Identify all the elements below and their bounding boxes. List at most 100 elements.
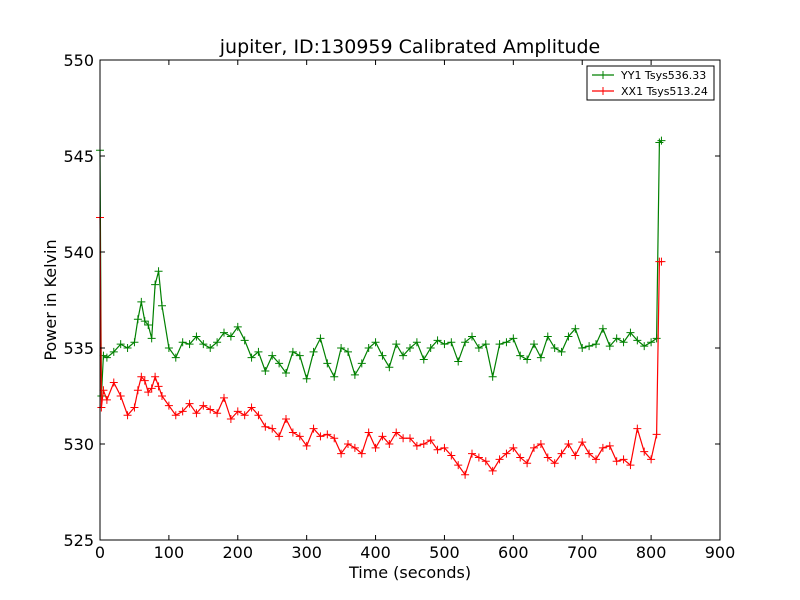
series-line (99, 140, 662, 397)
data-point (206, 405, 215, 414)
data-point (585, 449, 594, 458)
y-tick-label: 540 (63, 243, 94, 262)
data-point (147, 384, 156, 393)
legend-marker (599, 71, 607, 79)
data-point (102, 353, 111, 362)
data-point (164, 344, 173, 352)
data-point (302, 441, 311, 450)
data-point (626, 328, 635, 337)
data-point (385, 363, 394, 372)
data-point (247, 353, 256, 362)
data-point (598, 324, 607, 333)
x-axis: 0 100 200 300 400 500 600 700 800 900 (95, 60, 735, 562)
data-point (564, 440, 573, 448)
x-axis-label: Time (seconds) (348, 563, 471, 582)
data-point (99, 386, 108, 395)
data-point (295, 432, 304, 441)
data-point (619, 338, 628, 347)
data-point (371, 338, 380, 347)
data-point (612, 334, 621, 343)
data-point (102, 395, 111, 404)
x-tick-label: 500 (429, 543, 460, 562)
data-point (240, 411, 249, 420)
data-point (371, 443, 380, 452)
x-tick-label: 800 (636, 543, 667, 562)
data-point (488, 372, 497, 381)
data-point (652, 334, 661, 343)
data-point (185, 340, 194, 349)
legend: YY1 Tsys536.33 XX1 Tsys513.24 (586, 65, 715, 101)
data-point (433, 336, 442, 345)
data-point (578, 344, 587, 352)
data-point (461, 338, 470, 347)
data-point (406, 344, 414, 352)
data-point (158, 301, 166, 310)
data-point (192, 409, 201, 418)
data-point (206, 344, 215, 352)
data-point (605, 441, 614, 450)
data-point (171, 353, 180, 362)
data-point (564, 332, 573, 341)
data-point (199, 340, 208, 349)
data-point (461, 470, 470, 479)
series-line (99, 217, 662, 477)
data-point (344, 347, 352, 356)
x-tick-label: 200 (223, 543, 254, 562)
data-point (350, 443, 359, 452)
data-point (282, 368, 290, 377)
data-point (288, 428, 297, 437)
x-tick-label: 400 (360, 543, 391, 562)
data-point (233, 322, 242, 331)
data-point (612, 457, 621, 466)
data-point (412, 338, 421, 347)
data-point (419, 440, 428, 448)
data-point (592, 340, 600, 349)
data-point (598, 443, 607, 452)
data-point (399, 434, 408, 443)
legend-label: YY1 Tsys536.33 (620, 69, 706, 82)
series-2 (96, 213, 666, 479)
data-point (185, 399, 194, 408)
legend-marker (599, 87, 607, 95)
data-point (268, 351, 277, 360)
data-point (585, 342, 594, 351)
data-point (226, 415, 235, 424)
data-point (130, 403, 139, 412)
data-point (640, 447, 649, 456)
data-point (309, 347, 318, 356)
data-point (550, 459, 559, 468)
data-point (151, 372, 160, 381)
data-point (578, 438, 587, 447)
data-point (488, 466, 497, 475)
data-point (530, 443, 538, 452)
legend-label: XX1 Tsys513.24 (621, 85, 708, 98)
data-point (323, 430, 332, 439)
data-point (454, 357, 463, 366)
chart-title: jupiter, ID:130959 Calibrated Amplitude (219, 36, 600, 58)
data-point (468, 332, 476, 341)
data-point (502, 449, 511, 458)
data-point (275, 359, 284, 368)
data-point (123, 344, 132, 352)
data-point (557, 347, 566, 356)
data-point (536, 440, 545, 448)
data-point (295, 351, 304, 360)
data-point (178, 407, 187, 416)
data-point (550, 344, 559, 352)
data-point (140, 317, 149, 326)
data-point (275, 432, 284, 441)
data-point (282, 415, 290, 424)
data-point (247, 403, 256, 412)
data-point (144, 388, 153, 397)
y-tick-label: 530 (63, 435, 94, 454)
data-point (261, 422, 270, 431)
data-point (268, 424, 277, 433)
data-point (151, 280, 160, 289)
data-point (337, 449, 346, 458)
data-point (619, 455, 628, 464)
data-point (509, 443, 518, 452)
data-point (378, 432, 387, 441)
data-point (316, 432, 325, 441)
plot-frame (99, 59, 721, 541)
data-point (495, 455, 504, 464)
